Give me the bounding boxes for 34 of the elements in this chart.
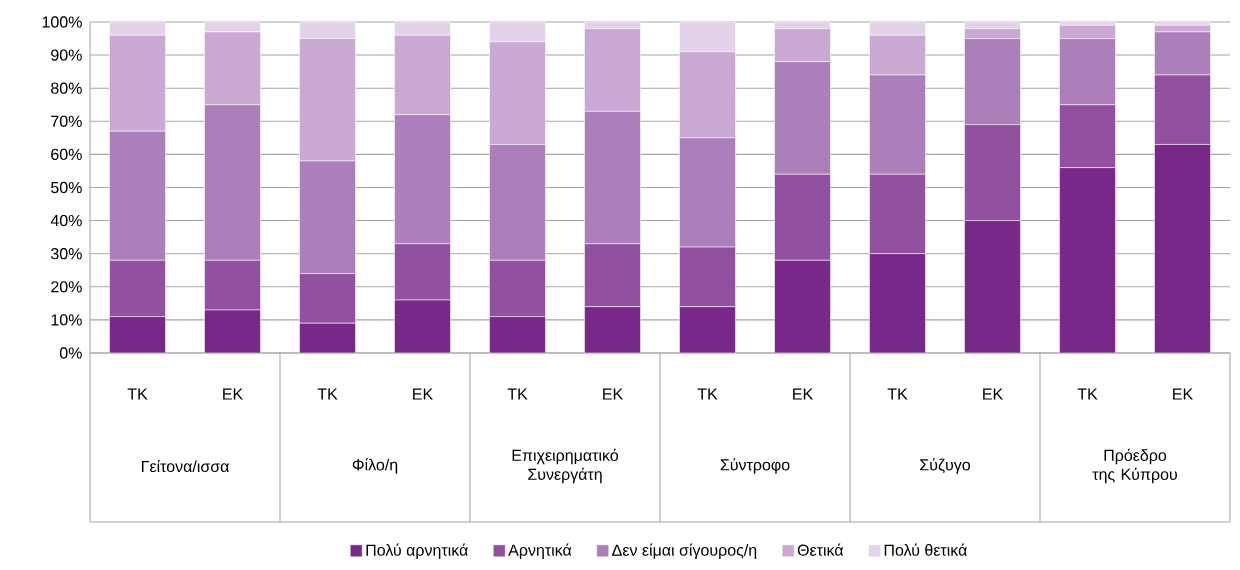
text: Φίλο/η: [352, 458, 398, 474]
y-tick-label: 20%: [51, 281, 82, 293]
x-tick-label: TK: [887, 388, 908, 400]
y-tick-label: 50%: [51, 181, 82, 194]
text: Γείτονα/ισσα: [141, 459, 229, 473]
x-tick-label: EK: [793, 388, 813, 400]
x-tick-label: TK: [127, 388, 148, 400]
legend-label: Αρνητικά: [508, 543, 572, 559]
y-tick-label: 60%: [51, 148, 82, 161]
text: Πρόεδρο της Κύπρου: [1092, 448, 1177, 484]
x-tick-label: EK: [223, 388, 244, 400]
y-tick-label: 30%: [50, 248, 82, 260]
x-tick-label: EK: [413, 388, 433, 400]
y-tick-label: 70%: [51, 115, 82, 127]
legend-label: Πολύ θετικά: [884, 543, 967, 556]
legend-label: Θετικά: [797, 543, 844, 556]
x-tick-label: EK: [983, 388, 1003, 400]
y-tick-label: 80%: [51, 82, 82, 94]
x-tick-label: TK: [507, 388, 528, 400]
text: Σύντροφο: [720, 458, 790, 474]
x-tick-label: TK: [697, 388, 718, 400]
x-tick-label: EK: [1173, 388, 1193, 400]
legend-label: Πολύ αρνητικά: [366, 543, 468, 559]
y-tick-label: 0%: [59, 347, 82, 359]
x-tick-label: TK: [317, 388, 338, 400]
legend-label: Δεν είμαι σίγουρος/η: [612, 543, 757, 559]
x-tick-label: TK: [1077, 388, 1098, 400]
y-tick-label: 100%: [42, 16, 82, 28]
y-tick-label: 10%: [51, 314, 82, 326]
text: Σύζυγο: [920, 458, 970, 474]
y-tick-label: 40%: [50, 214, 82, 227]
y-tick-label: 90%: [51, 49, 82, 61]
text: Επιχειρηματικό Συνεργάτη: [512, 448, 619, 484]
x-tick-label: EK: [603, 388, 623, 400]
